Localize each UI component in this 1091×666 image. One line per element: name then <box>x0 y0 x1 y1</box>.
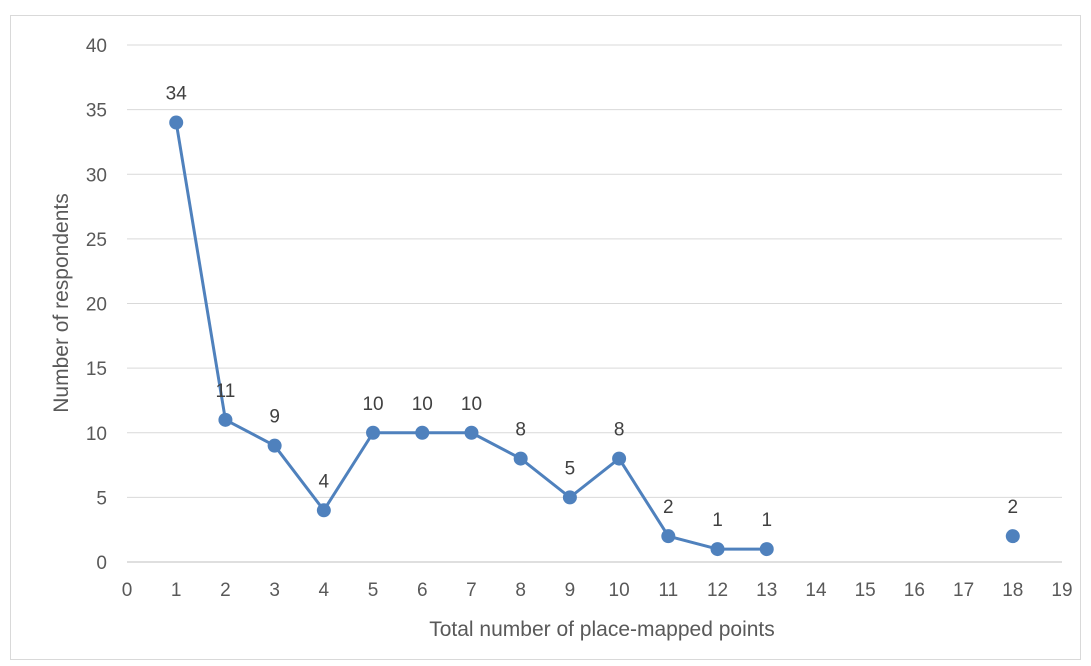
data-label: 11 <box>216 381 236 402</box>
data-point <box>759 542 774 557</box>
x-tick-label: 4 <box>319 580 330 601</box>
data-point <box>513 451 528 466</box>
x-tick-label: 2 <box>220 580 231 601</box>
data-point <box>1005 529 1020 544</box>
data-label: 5 <box>565 458 576 479</box>
x-axis-title: Total number of place-mapped points <box>429 618 775 641</box>
grid-lines <box>127 44 1062 498</box>
x-tick-label: 15 <box>855 580 876 601</box>
data-label: 10 <box>461 394 482 415</box>
data-point <box>218 412 233 427</box>
series <box>169 115 1020 557</box>
y-tick-label: 25 <box>86 230 107 251</box>
data-label: 1 <box>761 510 772 531</box>
y-axis-ticks: 0 5 10 15 20 25 30 35 40 <box>86 36 107 574</box>
x-tick-label: 19 <box>1051 580 1072 601</box>
data-point <box>415 425 430 440</box>
y-tick-label: 20 <box>86 295 107 316</box>
data-point <box>464 425 479 440</box>
x-tick-label: 8 <box>515 580 526 601</box>
x-tick-label: 6 <box>417 580 428 601</box>
data-label: 10 <box>412 394 433 415</box>
data-label: 8 <box>614 420 625 441</box>
data-point <box>316 503 331 518</box>
y-axis-title: Number of respondents <box>50 193 73 412</box>
y-tick-label: 35 <box>86 101 107 122</box>
y-tick-label: 0 <box>96 553 107 574</box>
data-label: 8 <box>515 420 526 441</box>
data-label: 2 <box>1008 497 1019 518</box>
data-point <box>710 542 725 557</box>
x-tick-label: 3 <box>269 580 280 601</box>
data-label: 10 <box>362 394 383 415</box>
data-point <box>267 438 282 453</box>
x-tick-label: 12 <box>707 580 728 601</box>
data-label: 1 <box>712 510 723 531</box>
x-axis-ticks: 0 1 2 3 4 5 6 7 8 9 10 11 12 13 14 15 16 17 18 19 <box>122 580 1073 601</box>
x-tick-label: 16 <box>904 580 925 601</box>
data-label: 34 <box>166 84 188 105</box>
y-tick-label: 15 <box>86 359 107 380</box>
x-tick-label: 11 <box>658 580 678 601</box>
data-label: 9 <box>269 407 280 428</box>
data-point <box>366 425 381 440</box>
x-tick-label: 10 <box>609 580 630 601</box>
x-tick-label: 17 <box>953 580 974 601</box>
x-tick-label: 13 <box>756 580 777 601</box>
chart-frame <box>10 15 1081 660</box>
y-tick-label: 30 <box>86 165 107 186</box>
x-tick-label: 18 <box>1002 580 1023 601</box>
data-point <box>169 115 184 130</box>
x-tick-label: 14 <box>805 580 827 601</box>
y-tick-label: 40 <box>86 36 107 57</box>
data-point <box>562 490 577 505</box>
data-label: 2 <box>663 497 674 518</box>
y-tick-label: 10 <box>86 424 107 445</box>
series-line <box>174 122 767 551</box>
x-tick-label: 1 <box>171 580 182 601</box>
data-label: 4 <box>319 471 330 492</box>
x-tick-label: 9 <box>565 580 576 601</box>
data-point <box>661 529 676 544</box>
y-tick-label: 5 <box>96 488 107 509</box>
data-point <box>612 451 627 466</box>
x-tick-label: 0 <box>122 580 133 601</box>
x-tick-label: 5 <box>368 580 379 601</box>
x-tick-label: 7 <box>466 580 477 601</box>
